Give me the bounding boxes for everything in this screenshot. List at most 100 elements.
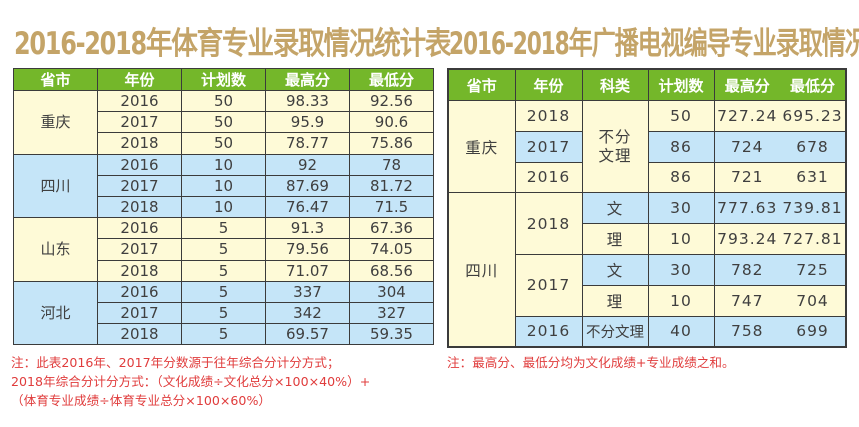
year-cell: 2017 xyxy=(97,111,182,134)
min-score-cell: 67.36 xyxy=(349,217,434,240)
plan-cell: 30 xyxy=(647,253,715,286)
plan-cell: 10 xyxy=(647,223,715,255)
min-score-cell: 304 xyxy=(349,280,434,303)
table-row: 2018 5 71.07 68.56 xyxy=(13,259,434,282)
plan-cell: 5 xyxy=(181,259,266,282)
max-score-cell: 342 xyxy=(265,301,350,325)
max-score-cell: 777.63 xyxy=(713,192,780,225)
max-score-cell: 95.9 xyxy=(265,111,350,134)
province-cell: 四川 xyxy=(447,192,516,348)
table-row: 重庆 2018 不分 文理 50 727.24 695.23 xyxy=(447,99,847,194)
header-year: 年份 xyxy=(514,68,583,101)
min-score-cell: 631 xyxy=(780,161,847,194)
table-row: 理 10 747 704 xyxy=(448,284,847,317)
max-score-cell: 721 xyxy=(713,161,780,194)
max-score-cell: 69.57 xyxy=(265,323,350,346)
province-cell: 重庆 xyxy=(447,99,516,194)
category-line: 文理 xyxy=(598,146,632,165)
category-line: 不分 xyxy=(598,127,632,146)
min-score-cell: 727.81 xyxy=(780,223,847,255)
max-score-cell: 98.33 xyxy=(265,89,350,113)
year-cell: 2017 xyxy=(514,253,583,317)
plan-cell: 5 xyxy=(181,238,266,261)
plan-cell: 10 xyxy=(181,174,266,197)
plan-cell: 5 xyxy=(181,301,266,325)
min-score-cell: 704 xyxy=(780,284,847,317)
min-score-cell: 699 xyxy=(780,315,847,348)
header-min-score: 最低分 xyxy=(780,68,847,101)
header-plan: 计划数 xyxy=(647,68,715,101)
table-row: 四川 2016 10 92 78 xyxy=(13,153,434,219)
min-score-cell: 71.5 xyxy=(349,195,434,219)
plan-cell: 50 xyxy=(647,100,715,132)
note-line: 2018年综合分计分方式：（文化成绩÷文化总分×100×40%）+ xyxy=(11,374,371,389)
table-row: 2017 10 87.69 81.72 xyxy=(13,174,434,197)
plan-cell: 5 xyxy=(181,217,266,240)
max-score-cell: 71.07 xyxy=(265,259,350,282)
max-score-cell: 78.77 xyxy=(265,132,350,155)
province-cell: 河北 xyxy=(13,280,98,346)
max-score-cell: 87.69 xyxy=(265,174,350,197)
max-score-cell: 727.24 xyxy=(713,100,780,132)
year-cell: 2016 xyxy=(97,89,182,113)
table-row: 理 10 793.24 727.81 xyxy=(448,223,847,255)
note-line: 注：此表2016年、2017年分数源于往年综合分计分方式； xyxy=(11,355,340,370)
year-cell: 2018 xyxy=(97,132,182,155)
plan-cell: 10 xyxy=(181,153,266,176)
year-cell: 2018 xyxy=(97,259,182,282)
category-cell: 文 xyxy=(581,192,649,225)
year-cell: 2018 xyxy=(514,192,583,255)
province-cell: 山东 xyxy=(13,217,98,282)
year-cell: 2016 xyxy=(97,153,182,176)
table-row: 山东 2016 5 91.3 67.36 xyxy=(13,217,434,282)
table-header-row: 省市 年份 计划数 最高分 最低分 xyxy=(13,68,434,91)
plan-cell: 86 xyxy=(647,161,715,194)
note-line: （体育专业成绩÷体育专业总分×100×60%） xyxy=(11,393,271,408)
plan-cell: 50 xyxy=(181,111,266,134)
min-score-cell: 678 xyxy=(780,130,847,163)
table-header-row: 省市 年份 科类 计划数 最高分 最低分 xyxy=(447,68,847,101)
category-cell: 不分文理 xyxy=(581,315,649,348)
plan-cell: 10 xyxy=(647,284,715,317)
max-score-cell: 758 xyxy=(713,315,780,348)
table-row: 2016 不分文理 40 758 699 xyxy=(448,315,847,348)
min-score-cell: 59.35 xyxy=(349,323,434,346)
table-row: 2017 5 342 327 xyxy=(13,301,434,325)
min-score-cell: 739.81 xyxy=(780,192,847,225)
year-cell: 2018 xyxy=(514,100,583,132)
plan-cell: 5 xyxy=(181,323,266,346)
plan-cell: 30 xyxy=(647,192,715,225)
max-score-cell: 793.24 xyxy=(713,223,780,255)
max-score-cell: 76.47 xyxy=(265,195,350,219)
province-cell: 重庆 xyxy=(13,90,98,155)
table-row: 2017 86 724 678 xyxy=(448,130,847,163)
year-cell: 2018 xyxy=(97,195,182,219)
table-row: 2017 5 79.56 74.05 xyxy=(13,238,434,261)
max-score-cell: 747 xyxy=(713,284,780,317)
year-cell: 2017 xyxy=(97,174,182,197)
year-cell: 2017 xyxy=(97,301,182,325)
min-score-cell: 327 xyxy=(349,301,434,325)
max-score-cell: 79.56 xyxy=(265,238,350,261)
max-score-cell: 337 xyxy=(265,280,350,303)
plan-cell: 86 xyxy=(647,130,715,163)
sports-table-title: 2016-2018年体育专业录取情况统计表 xyxy=(14,26,452,62)
header-province: 省市 xyxy=(13,68,98,91)
year-cell: 2016 xyxy=(97,280,182,303)
min-score-cell: 90.6 xyxy=(349,111,434,134)
header-plan: 计划数 xyxy=(181,68,266,91)
category-cell: 文 xyxy=(581,253,649,286)
table-row: 2016 86 721 631 xyxy=(448,161,847,194)
category-cell: 理 xyxy=(581,223,649,255)
table-row: 四川 2018 文 30 777.63 739.81 xyxy=(447,192,847,348)
year-cell: 2018 xyxy=(97,323,182,346)
category-cell: 不分 文理 xyxy=(581,99,649,194)
table-row: 2017 文 30 782 725 xyxy=(448,253,847,317)
plan-cell: 10 xyxy=(181,195,266,219)
min-score-cell: 725 xyxy=(780,253,847,286)
max-score-cell: 91.3 xyxy=(265,217,350,240)
max-score-cell: 724 xyxy=(713,130,780,163)
sports-admission-table: 省市 年份 计划数 最高分 最低分 重庆 2016 50 98.33 92.56… xyxy=(13,68,434,346)
header-min-score: 最低分 xyxy=(349,68,434,91)
year-cell: 2017 xyxy=(514,130,583,163)
